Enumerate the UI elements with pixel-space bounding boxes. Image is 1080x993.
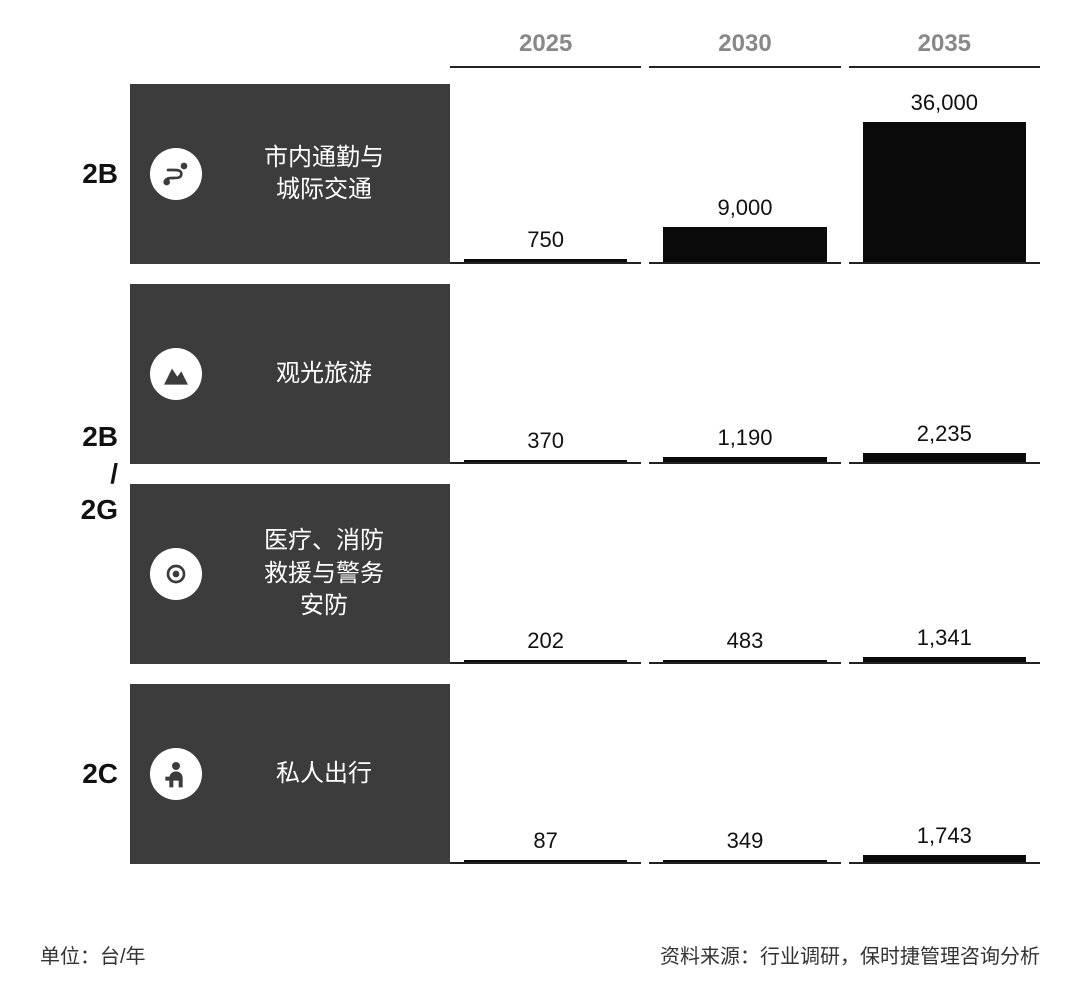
bar-cell: 2,235 (849, 284, 1040, 464)
year-label: 2035 (849, 30, 1040, 68)
category-title: 医疗、消防救援与警务安防 (216, 525, 450, 622)
bar-value-label: 483 (727, 628, 764, 654)
bar-cell: 483 (649, 484, 840, 664)
group-label-line: / (110, 456, 118, 492)
chart-row: 市内通勤与城际交通 750 9,000 36,000 (130, 84, 1040, 264)
bar-value-label: 750 (527, 227, 564, 253)
bar-value-label: 1,190 (717, 425, 772, 451)
unit-label: 单位：台/年 (40, 940, 146, 969)
bar-cell: 87 (450, 684, 641, 864)
group-label-line: 2G (81, 492, 118, 528)
bar (464, 259, 627, 262)
chart-row: 观光旅游 370 1,190 2,235 (130, 284, 1040, 464)
bar (863, 122, 1026, 262)
chart-row: 私人出行 87 349 1,743 (130, 684, 1040, 864)
category-title: 市内通勤与城际交通 (216, 142, 450, 207)
bar (863, 855, 1026, 862)
bar-cell: 9,000 (649, 84, 840, 264)
bar-value-label: 370 (527, 428, 564, 454)
row-chart: 750 9,000 36,000 (450, 84, 1040, 264)
bar-value-label: 1,743 (917, 823, 972, 849)
row-chart: 202 483 1,341 (450, 484, 1040, 664)
group-label: 2B (40, 84, 130, 264)
bar (464, 460, 627, 462)
group-rows: 观光旅游 370 1,190 2,235 医疗、消防救援与警务安防 202 483 1,341 (130, 284, 1040, 664)
bar-value-label: 1,341 (917, 625, 972, 651)
bar-value-label: 87 (533, 828, 557, 854)
group-label-line: 2C (82, 756, 118, 792)
bar (663, 457, 826, 462)
group: 2C 私人出行 87 349 1,743 (40, 684, 1040, 864)
bar (863, 453, 1026, 462)
year-label: 2025 (450, 30, 641, 68)
bar-cell: 349 (649, 684, 840, 864)
category-card: 观光旅游 (130, 284, 450, 464)
group-rows: 市内通勤与城际交通 750 9,000 36,000 (130, 84, 1040, 264)
year-header: 2025 2030 2035 (450, 30, 1040, 68)
group-label-line: 2B (82, 419, 118, 455)
bar-value-label: 9,000 (717, 195, 772, 221)
bar (663, 860, 826, 862)
bar-cell: 1,341 (849, 484, 1040, 664)
category-card: 私人出行 (130, 684, 450, 864)
chart-body: 2B市内通勤与城际交通7509,00036,0002B/2G观光旅游3701,1… (40, 84, 1040, 864)
chart-row: 医疗、消防救援与警务安防 202 483 1,341 (130, 484, 1040, 664)
bar (663, 227, 826, 262)
source-label: 资料来源：行业调研，保时捷管理咨询分析 (660, 940, 1040, 969)
bar-cell: 1,743 (849, 684, 1040, 864)
bar-value-label: 36,000 (911, 90, 978, 116)
bar-value-label: 2,235 (917, 421, 972, 447)
row-chart: 370 1,190 2,235 (450, 284, 1040, 464)
mountain-icon (150, 348, 202, 400)
footer: 单位：台/年 资料来源：行业调研，保时捷管理咨询分析 (40, 940, 1040, 969)
bar-value-label: 202 (527, 628, 564, 654)
bar (663, 660, 826, 662)
bar-value-label: 349 (727, 828, 764, 854)
group: 2B 市内通勤与城际交通 750 9,000 36,000 (40, 84, 1040, 264)
group: 2B/2G 观光旅游 370 1,190 2,235 医疗、消防救援与警务安防 202 483… (40, 284, 1040, 664)
bar-cell: 370 (450, 284, 641, 464)
bar (863, 657, 1026, 662)
bar (464, 860, 627, 862)
group-label: 2B/2G (40, 284, 130, 664)
bar-cell: 750 (450, 84, 641, 264)
siren-icon (150, 548, 202, 600)
bar (464, 660, 627, 662)
group-rows: 私人出行 87 349 1,743 (130, 684, 1040, 864)
category-title: 私人出行 (216, 758, 450, 790)
row-chart: 87 349 1,743 (450, 684, 1040, 864)
category-card: 市内通勤与城际交通 (130, 84, 450, 264)
route-icon (150, 148, 202, 200)
group-label: 2C (40, 684, 130, 864)
bar-cell: 202 (450, 484, 641, 664)
year-label: 2030 (649, 30, 840, 68)
category-card: 医疗、消防救援与警务安防 (130, 484, 450, 664)
group-label-line: 2B (82, 156, 118, 192)
person-icon (150, 748, 202, 800)
bar-cell: 1,190 (649, 284, 840, 464)
category-title: 观光旅游 (216, 358, 450, 390)
bar-cell: 36,000 (849, 84, 1040, 264)
